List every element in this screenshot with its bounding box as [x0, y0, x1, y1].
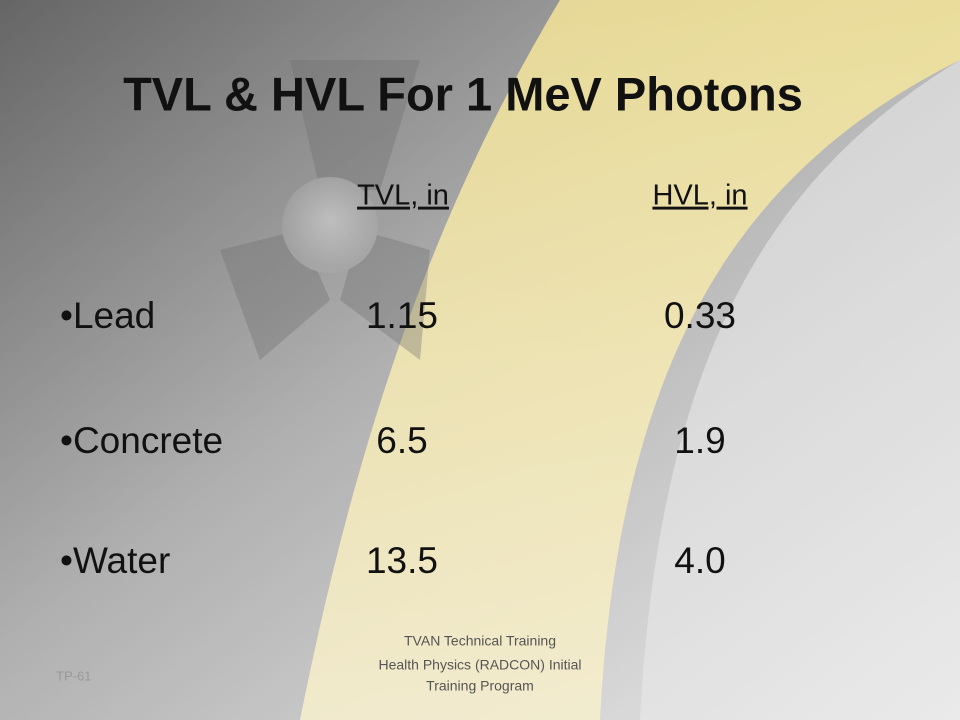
- row-label: •Concrete: [60, 420, 223, 461]
- footer-line: Training Program: [426, 678, 534, 694]
- table-cell: 4.0: [674, 540, 725, 581]
- table-cell: 1.9: [674, 420, 725, 461]
- radiation-symbol: [220, 60, 430, 360]
- footer-line: Health Physics (RADCON) Initial: [378, 657, 581, 673]
- title: TVL & HVL For 1 MeV Photons: [123, 67, 803, 120]
- table-cell: 1.15: [366, 295, 438, 336]
- table-cell: 0.33: [664, 295, 736, 336]
- table-cell: 13.5: [366, 540, 438, 581]
- swoosh: [300, 0, 960, 720]
- row-label: •Lead: [60, 295, 155, 336]
- table-cell: 6.5: [376, 420, 427, 461]
- footer-line: TVAN Technical Training: [404, 633, 556, 649]
- column-header: HVL, in: [652, 180, 747, 212]
- column-header: TVL, in: [357, 180, 449, 212]
- slide-number: TP-61: [56, 668, 91, 683]
- swoosh-edge: [640, 60, 960, 720]
- row-label: •Water: [60, 540, 170, 581]
